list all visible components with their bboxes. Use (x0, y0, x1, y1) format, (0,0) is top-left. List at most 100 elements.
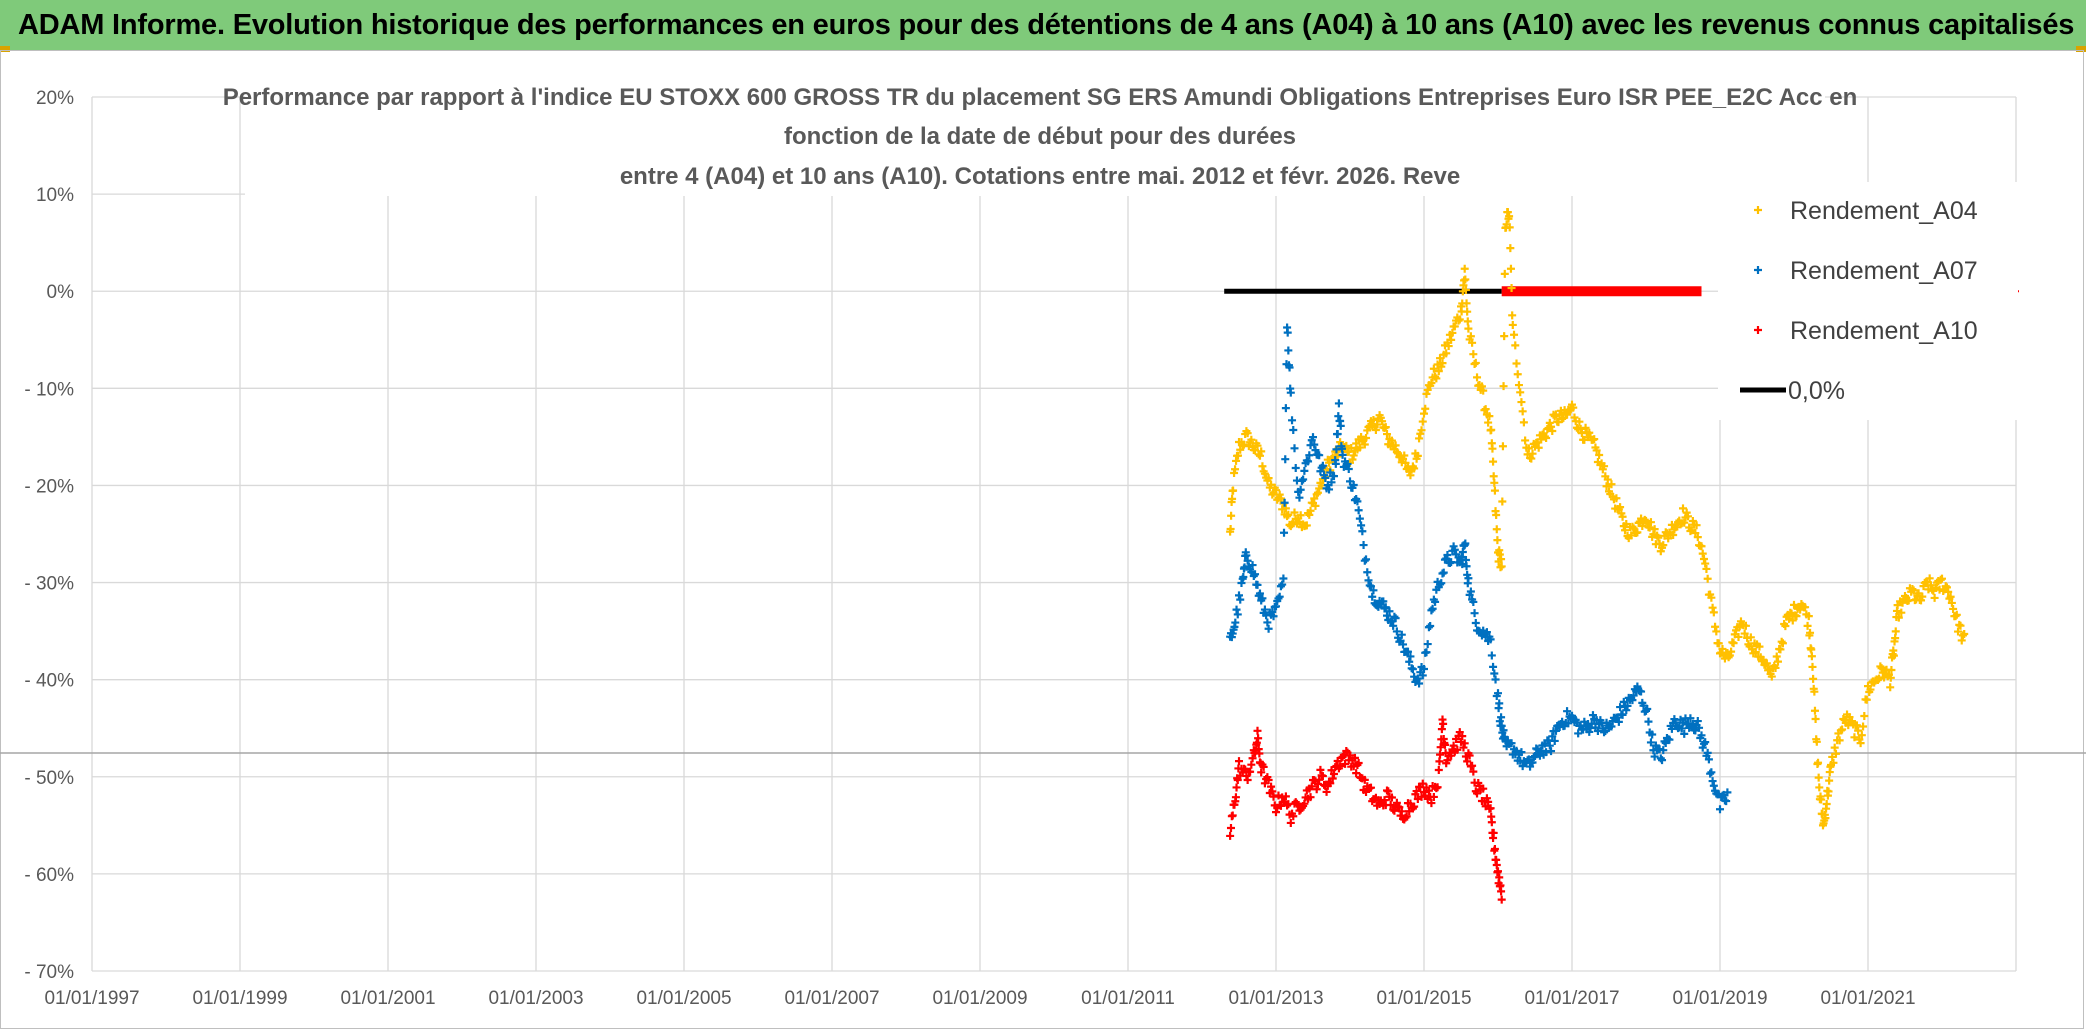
data-point (1548, 427, 1557, 436)
data-point (1387, 436, 1396, 445)
data-point (1291, 464, 1300, 473)
x-tick-label: 01/01/2007 (784, 988, 879, 1009)
data-point (1918, 592, 1927, 601)
data-point (1564, 719, 1573, 728)
data-point (1491, 675, 1500, 684)
data-point (1299, 475, 1308, 484)
data-point (1644, 717, 1653, 726)
data-point (1494, 867, 1502, 876)
data-point (1616, 503, 1625, 512)
data-point (1397, 807, 1406, 816)
data-point (1563, 707, 1572, 716)
data-point (1307, 782, 1316, 791)
data-point (1258, 594, 1267, 603)
x-tick-label: 01/01/2021 (1820, 988, 1915, 1009)
data-point (1264, 624, 1273, 633)
data-point (1366, 783, 1375, 792)
data-point (1334, 412, 1343, 421)
x-tick-label: 01/01/2003 (488, 988, 583, 1009)
data-point (1830, 743, 1839, 752)
x-tick-label: 01/01/1999 (192, 988, 287, 1009)
data-point (1383, 430, 1391, 439)
data-point (1312, 785, 1321, 794)
data-point (1391, 614, 1400, 623)
data-point (1778, 639, 1787, 648)
data-point (1894, 613, 1903, 622)
data-point (1305, 451, 1314, 460)
data-point (1702, 564, 1711, 573)
data-point (1455, 728, 1464, 737)
data-point (1311, 501, 1320, 510)
data-point (1772, 652, 1781, 661)
data-point (1436, 580, 1445, 589)
data-point (1469, 597, 1478, 606)
data-point (1588, 711, 1597, 720)
chart-title-background (245, 78, 1825, 196)
data-point (1311, 446, 1320, 455)
data-point (1781, 622, 1790, 631)
data-point (1432, 374, 1441, 383)
data-point (1412, 787, 1421, 796)
data-point (1490, 486, 1499, 495)
data-point (1235, 591, 1243, 600)
data-point (1925, 574, 1934, 583)
data-point (1243, 775, 1252, 784)
data-point (1281, 455, 1290, 464)
data-point (1424, 623, 1433, 632)
data-point (1257, 447, 1266, 456)
data-point (1406, 471, 1415, 480)
data-point (1500, 269, 1509, 278)
data-point (1788, 616, 1797, 625)
data-point (1406, 652, 1415, 661)
chart-legend: Rendement_A04 Rendement_A07 Rendement_A10 0… (1740, 197, 1978, 405)
data-point (1369, 415, 1378, 424)
data-point (1439, 719, 1448, 728)
y-tick-label: 20% (36, 88, 74, 109)
data-point (1499, 382, 1508, 391)
data-point (1908, 585, 1917, 594)
data-point (1461, 539, 1470, 548)
data-point (1850, 733, 1859, 742)
data-point (1507, 739, 1516, 748)
data-point (1489, 828, 1498, 837)
data-point (1547, 422, 1556, 431)
data-point (1545, 418, 1554, 427)
banner-title: ADAM Informe. Evolution historique des p… (18, 8, 2075, 41)
data-point (1569, 403, 1578, 412)
data-point (1650, 525, 1659, 534)
data-point (1951, 612, 1960, 621)
data-point (1734, 632, 1743, 641)
data-point (1466, 587, 1475, 596)
data-point (1679, 504, 1687, 513)
data-point (1381, 603, 1390, 612)
data-point (1401, 813, 1410, 822)
x-tick-label: 01/01/2017 (1524, 988, 1619, 1009)
data-point (1228, 811, 1237, 820)
data-point (1267, 782, 1276, 791)
data-point (1856, 739, 1865, 748)
data-point (1338, 450, 1347, 459)
data-point (1698, 549, 1707, 558)
data-point (1297, 476, 1306, 485)
data-point (1458, 560, 1467, 569)
data-point (1248, 561, 1257, 570)
legend-marker (1754, 326, 1762, 334)
data-point (1422, 389, 1431, 398)
data-point (1434, 766, 1443, 775)
data-point (1254, 734, 1263, 743)
data-point (1468, 761, 1477, 770)
data-point (1457, 553, 1466, 562)
banner-accent-right (2076, 46, 2086, 52)
data-point (1237, 579, 1246, 588)
data-point (1423, 640, 1432, 649)
legend-background (1718, 182, 2018, 420)
data-point (1242, 551, 1251, 560)
data-point (1363, 568, 1372, 577)
data-point (1283, 512, 1292, 521)
data-point (1322, 787, 1331, 796)
data-point (1486, 804, 1495, 813)
data-point (1727, 647, 1736, 656)
data-point (1585, 428, 1594, 437)
data-point (1358, 527, 1367, 536)
banner-accent-left (0, 46, 10, 52)
